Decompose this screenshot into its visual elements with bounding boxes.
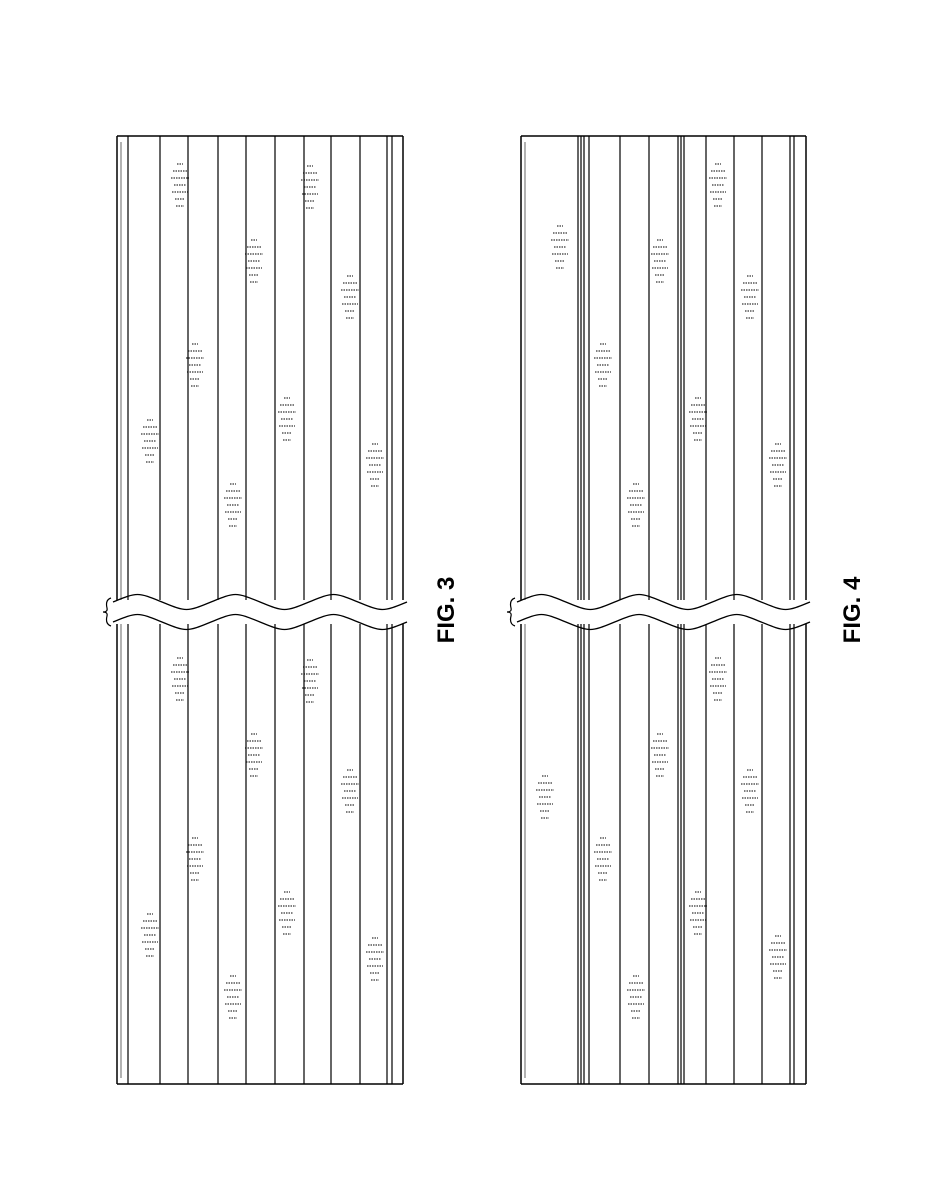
fig4-break-brace (507, 598, 515, 626)
fig4-label: FIG. 4 (839, 575, 867, 645)
fig3-label: FIG. 3 (433, 575, 461, 645)
fig3-break-brace (103, 598, 111, 626)
